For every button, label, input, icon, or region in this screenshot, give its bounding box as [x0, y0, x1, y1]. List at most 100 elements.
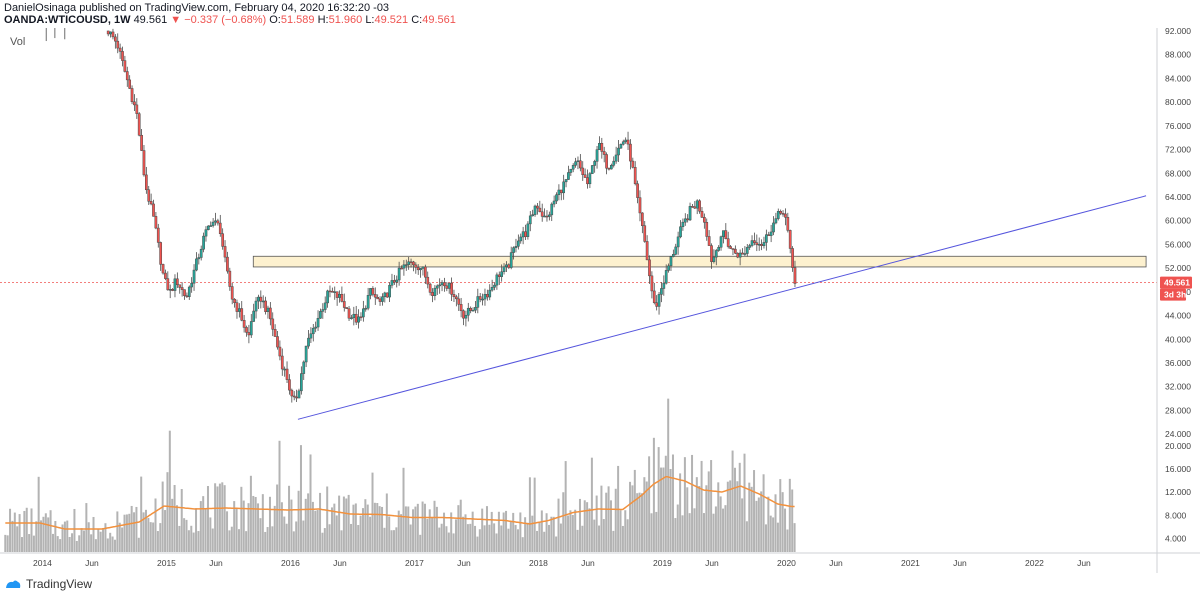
candle-body	[414, 264, 418, 268]
candle-body	[595, 149, 599, 162]
volume-bar	[688, 513, 691, 552]
candle-body	[140, 134, 143, 151]
volume-bar	[733, 467, 736, 552]
volume-bar	[707, 471, 710, 552]
volume-bar	[559, 523, 562, 552]
volume-bar	[383, 527, 386, 552]
volume-bar	[156, 531, 159, 552]
volume-bar	[507, 528, 510, 552]
candle-body	[321, 309, 325, 312]
candle-body	[311, 327, 315, 335]
candle-body	[660, 288, 663, 295]
volume-bar	[299, 445, 302, 552]
volume-bar	[555, 536, 558, 552]
candle-body	[509, 252, 513, 268]
volume-bar	[497, 511, 500, 552]
volume-bar	[609, 500, 612, 552]
volume-bar	[106, 538, 109, 552]
candle-body	[252, 310, 256, 322]
tradingview-footer[interactable]: TradingView	[4, 577, 92, 591]
time-axis[interactable]: 2014 Jun 2015 Jun 2016 Jun 2017 Jun 2018 Jun 2019 J…	[33, 558, 1091, 568]
price-axis[interactable]: 92.000 88.000 84.000 80.000 76.000 72.000 68.0…	[1165, 26, 1191, 543]
high-value: 51.960	[328, 14, 363, 26]
candle-body	[295, 396, 298, 399]
time-tick-label: 2015	[157, 558, 176, 568]
volume-bar	[543, 531, 546, 552]
published-line: DanielOsinaga published on TradingView.c…	[4, 2, 390, 14]
trendline[interactable]	[297, 195, 1147, 420]
volume-bar	[252, 495, 255, 552]
volume-bar	[147, 517, 150, 552]
volume-bar	[443, 512, 446, 552]
volume-bar	[352, 504, 355, 552]
volume-bar	[18, 514, 21, 552]
candle-body	[161, 264, 165, 274]
volume-bar	[204, 508, 207, 552]
candle-body	[266, 307, 270, 312]
volume-bar	[371, 472, 374, 552]
volume-bar	[97, 529, 100, 552]
candle-body	[364, 307, 368, 310]
volume-bar	[276, 484, 279, 552]
candle-body	[621, 141, 625, 145]
candle-body	[500, 271, 504, 277]
volume-bar	[631, 485, 634, 552]
candle-body	[452, 294, 456, 298]
volume-bar	[683, 457, 686, 552]
candle-body	[710, 245, 713, 262]
volume-bar	[338, 495, 341, 552]
volume-bar	[319, 492, 322, 552]
volume-bar	[61, 524, 64, 552]
volume-bar	[567, 515, 570, 552]
volume-bar	[695, 477, 698, 552]
low-value: 49.521	[374, 14, 409, 26]
volume-bar	[314, 510, 317, 552]
candle-body	[486, 294, 489, 298]
volume-bar	[626, 519, 629, 552]
candle-body	[736, 253, 740, 258]
candle-body	[192, 269, 196, 284]
volume-bar	[223, 485, 226, 552]
symbol-name[interactable]: OANDA:WTICOUSD, 1W	[4, 14, 131, 26]
volume-bar	[254, 496, 257, 552]
symbol-legend: OANDA:WTICOUSD, 1W 49.561 ▼ −0.337 (−0.6…	[4, 14, 456, 26]
volume-bar	[125, 514, 128, 552]
candle-body	[683, 218, 687, 223]
volume-bar	[722, 508, 725, 552]
candle-body	[133, 101, 136, 106]
volume-bar	[533, 477, 536, 552]
candle-body	[345, 307, 349, 309]
volume-bar	[82, 530, 85, 552]
resistance-zone[interactable]	[252, 255, 1147, 268]
candle-body	[791, 248, 794, 268]
volume-bar	[13, 512, 16, 552]
volume-bar	[571, 515, 574, 552]
candle-body	[187, 286, 191, 297]
candle-body	[555, 194, 558, 202]
volume-bar	[347, 494, 350, 552]
volume-bar	[321, 532, 324, 552]
candle-body	[629, 143, 632, 162]
volume-bar	[133, 512, 136, 552]
last-price-badge-label: 49.561	[1164, 278, 1190, 288]
candle-body	[734, 248, 737, 254]
volume-bar	[662, 467, 665, 552]
volume-bar	[268, 496, 271, 552]
volume-bar	[373, 502, 376, 552]
candle-body	[722, 230, 725, 237]
candle-body	[357, 316, 360, 323]
volume-bar	[149, 522, 152, 552]
volume-bar	[187, 530, 190, 552]
candle-body	[114, 36, 117, 42]
candle-body	[483, 294, 487, 300]
volume-bar	[514, 524, 517, 552]
candle-body	[376, 296, 380, 300]
volume-bar	[175, 505, 178, 552]
volume-bar	[700, 460, 703, 552]
candle-body	[209, 225, 213, 227]
volume-bar	[273, 505, 276, 552]
volume-bar	[736, 481, 739, 552]
volume-bar	[528, 477, 531, 552]
candle-body	[290, 389, 294, 397]
